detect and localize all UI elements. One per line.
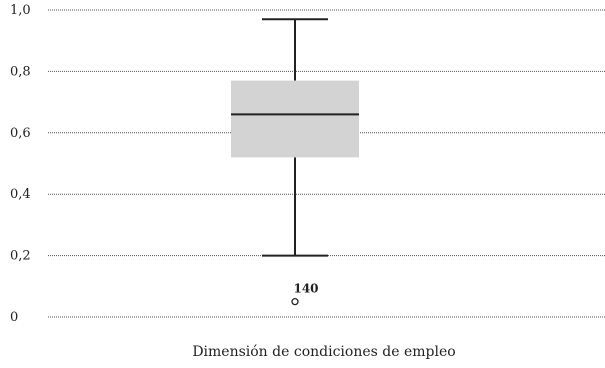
y-tick-label: 0 [10, 310, 18, 325]
x-axis-label: Dimensión de condiciones de empleo [192, 344, 455, 360]
box-and-whiskers [231, 18, 359, 257]
outliers: 140 [291, 282, 319, 306]
grid-lines [48, 9, 605, 318]
y-tick-label: 0,8 [10, 64, 31, 79]
y-tick-label: 0,6 [10, 126, 31, 141]
interquartile-box [231, 80, 359, 158]
y-tick-label: 0,4 [10, 187, 31, 202]
y-tick-label: 0,2 [10, 249, 31, 264]
outlier-point [291, 297, 299, 306]
y-tick-label: 1,0 [10, 3, 31, 18]
outlier-label: 140 [293, 282, 318, 296]
y-axis-tick-labels: 0 0,2 0,4 0,6 0,8 1,0 [10, 3, 31, 325]
